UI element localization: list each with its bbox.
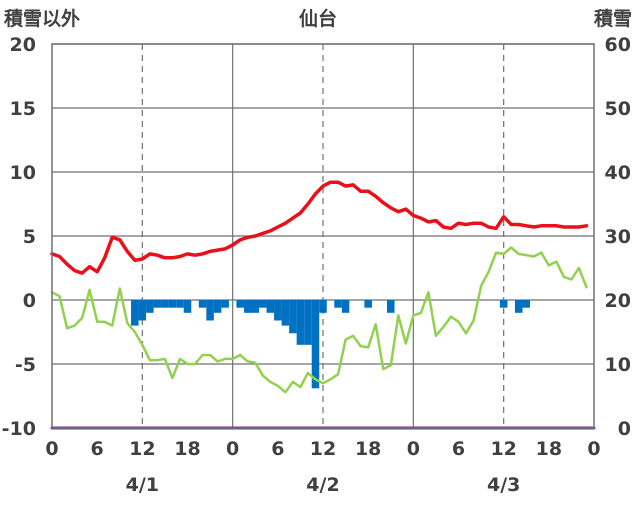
x-tick-label: 18 — [355, 438, 381, 460]
precip-bar — [296, 300, 305, 345]
left-tick-label: 20 — [10, 34, 36, 56]
precip-bar — [221, 300, 229, 308]
x-tick-label: 0 — [45, 438, 58, 460]
left-tick-label: 15 — [10, 98, 36, 120]
x-tick-label: 18 — [536, 438, 562, 460]
precip-bar — [206, 300, 214, 321]
precip-bar — [131, 300, 139, 326]
precip-bar — [243, 300, 252, 313]
precip-bar — [304, 300, 312, 345]
precip-bar — [161, 300, 169, 308]
x-tick-label: 0 — [226, 438, 239, 460]
precip-bar — [176, 300, 184, 308]
x-tick-label: 0 — [587, 438, 600, 460]
x-tick-label: 6 — [452, 438, 465, 460]
left-tick-label: 10 — [10, 162, 36, 184]
date-label: 4/1 — [126, 474, 159, 496]
left-tick-label: -10 — [2, 418, 36, 440]
precip-bar — [259, 300, 267, 308]
chart-title: 仙台 — [299, 7, 337, 30]
precip-bar — [183, 300, 192, 313]
x-tick-label: 6 — [91, 438, 104, 460]
right-tick-label: 0 — [618, 418, 631, 440]
right-tick-label: 50 — [605, 98, 631, 120]
series-line-0 — [50, 180, 589, 275]
precip-bar — [213, 300, 222, 313]
precip-bar — [266, 300, 275, 313]
grid-layer — [52, 43, 594, 429]
precip-bar — [153, 300, 162, 308]
precip-bar — [311, 300, 320, 389]
precip-bar — [236, 300, 244, 308]
precip-bar — [334, 300, 342, 308]
right-tick-label: 40 — [605, 162, 631, 184]
x-tick-label: 0 — [407, 438, 420, 460]
precip-bar — [386, 300, 395, 313]
x-tick-label: 18 — [174, 438, 200, 460]
x-tick-label: 12 — [490, 438, 516, 460]
right-tick-label: 60 — [605, 34, 631, 56]
precip-bar — [198, 300, 207, 308]
x-tick-label: 12 — [310, 438, 336, 460]
precip-bar — [341, 300, 350, 313]
precip-bar — [499, 300, 508, 308]
precip-bar — [146, 300, 154, 313]
precip-bar — [289, 300, 297, 334]
left-tick-label: -5 — [15, 354, 36, 376]
left-tick-label: 0 — [23, 290, 36, 312]
right-axis-title: 積雪 — [594, 7, 632, 30]
precip-bar — [251, 300, 260, 313]
plot-frame — [51, 43, 595, 429]
right-tick-label: 10 — [605, 354, 631, 376]
precip-bar — [281, 300, 290, 326]
left-axis-title: 積雪以外 — [4, 7, 80, 30]
precip-bar — [522, 300, 531, 308]
date-label: 4/3 — [487, 474, 520, 496]
precip-bar — [274, 300, 282, 321]
precip-bar — [364, 300, 372, 308]
x-tick-label: 6 — [271, 438, 284, 460]
bar-layer — [131, 300, 531, 389]
x-tick-label: 12 — [129, 438, 155, 460]
date-label: 4/2 — [306, 474, 339, 496]
precip-bar — [138, 300, 147, 321]
right-tick-label: 30 — [605, 226, 631, 248]
precip-bar — [514, 300, 523, 313]
series-line-1 — [50, 246, 588, 394]
precip-bar — [319, 300, 327, 313]
left-tick-label: 5 — [23, 226, 36, 248]
right-tick-label: 20 — [605, 290, 631, 312]
precip-bar — [168, 300, 177, 308]
